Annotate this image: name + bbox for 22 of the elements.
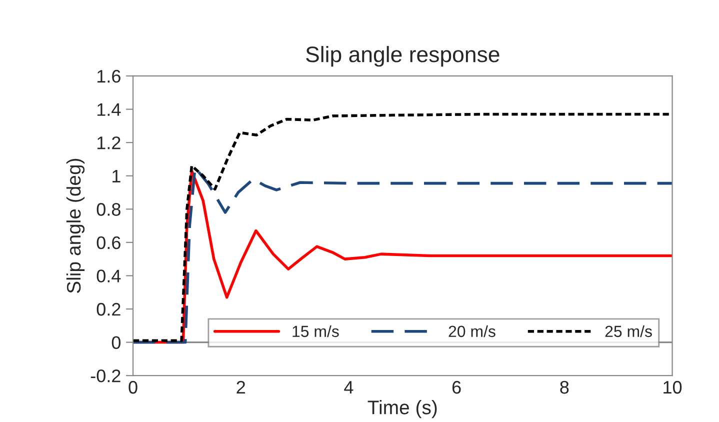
legend-label: 25 m/s	[605, 325, 652, 338]
y-tick-label: 1.4	[97, 103, 121, 116]
x-tick-label: 6	[452, 380, 461, 394]
y-tick-label: -0.2	[90, 370, 120, 382]
y-tick-label: 0.8	[96, 203, 120, 216]
x-tick-label: 10	[664, 380, 682, 394]
y-tick-label: 0	[112, 336, 121, 350]
legend-label: 20 m/s	[448, 325, 496, 338]
x-tick-label: 0	[128, 380, 138, 394]
y-tick-label: 0.4	[96, 270, 121, 282]
chart-title: Slip angle response	[306, 46, 500, 67]
y-axis-title: Slip angle (deg)	[66, 158, 85, 293]
y-tick-label: 1.2	[97, 136, 120, 150]
y-tick-label: 0.2	[96, 302, 120, 316]
x-axis-title: Time (s)	[368, 400, 437, 418]
y-tick-label: 1	[112, 170, 120, 182]
y-tick-label: 1.6	[97, 70, 120, 83]
x-tick-label: 8	[560, 380, 569, 394]
y-tick-label: 0.6	[96, 236, 120, 250]
x-tick-label: 4	[344, 381, 354, 394]
legend-label: 15 m/s	[292, 325, 339, 338]
x-tick-label: 2	[236, 380, 245, 394]
